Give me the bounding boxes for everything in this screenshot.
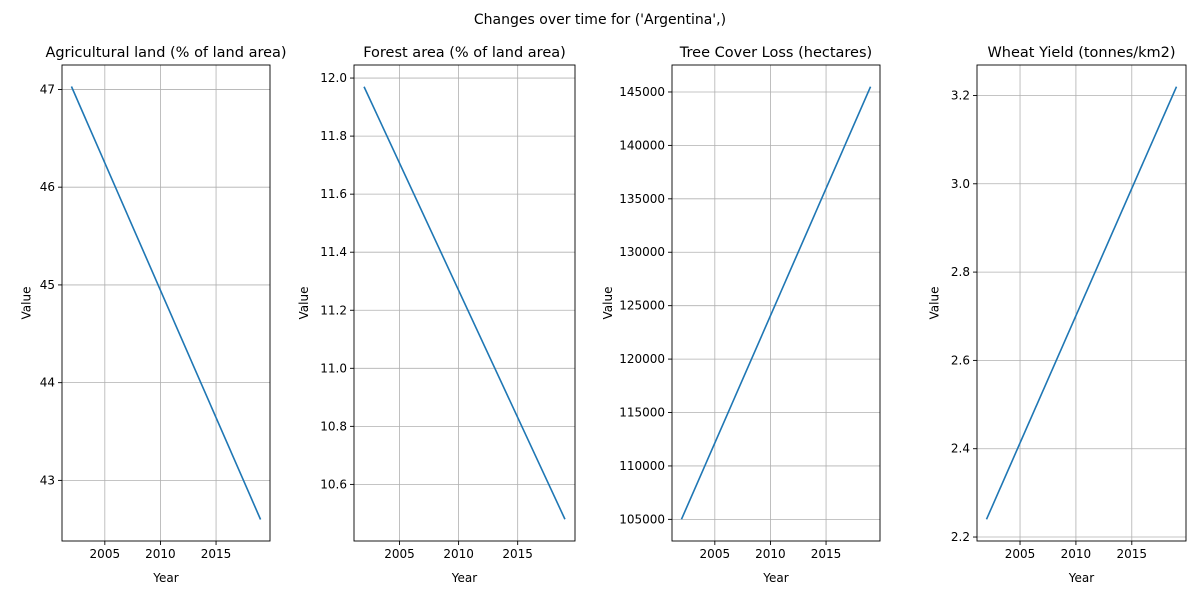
x-axis-label: Year — [762, 571, 788, 585]
x-tick-label: 2005 — [384, 547, 415, 561]
x-tick-label: 2010 — [755, 547, 786, 561]
y-tick-label: 45 — [40, 278, 55, 292]
y-tick-label: 2.4 — [951, 442, 970, 456]
y-tick-label: 110000 — [619, 459, 665, 473]
x-tick-label: 2005 — [700, 547, 731, 561]
subplot-3: 2005 2010 2015 105000 110000 115000 120000 1250… — [601, 45, 881, 585]
series-line — [985, 86, 1178, 520]
axes-frame — [671, 64, 881, 542]
y-tick-label: 10.6 — [320, 477, 347, 491]
x-tick-label: 2015 — [1117, 547, 1148, 561]
x-tick-label: 2010 — [1061, 547, 1092, 561]
y-tick-label: 44 — [40, 376, 55, 390]
y-tick-label: 140000 — [619, 138, 665, 152]
axes-frame — [61, 64, 271, 542]
figure-title: Changes over time for ('Argentina',) — [474, 12, 726, 28]
y-tick-label: 145000 — [619, 85, 665, 99]
chart-panels: 2005 2010 2015 43 44 45 46 47 Agricultural land … — [20, 45, 1187, 585]
x-tick-label: 2010 — [145, 547, 176, 561]
y-tick-label: 130000 — [619, 245, 665, 259]
y-tick-label: 2.8 — [951, 265, 970, 279]
x-tick-label: 2015 — [811, 547, 842, 561]
y-axis-label: Value — [927, 287, 941, 320]
axes-frame — [976, 64, 1187, 542]
x-axis-label: Year — [1068, 571, 1094, 585]
y-tick-label: 11.0 — [320, 361, 347, 375]
x-tick-label: 2005 — [90, 547, 121, 561]
axes-frame — [353, 64, 576, 542]
series-line — [70, 86, 262, 520]
y-tick-label: 47 — [40, 82, 55, 96]
y-tick-label: 135000 — [619, 192, 665, 206]
y-tick-label: 115000 — [619, 406, 665, 420]
y-tick-label: 120000 — [619, 352, 665, 366]
x-tick-label: 2015 — [502, 547, 533, 561]
subplot-2: 2005 2010 2015 10.6 10.8 11.0 11.2 11.4 11.6 11.8… — [297, 45, 576, 585]
x-axis-label: Year — [451, 571, 477, 585]
x-tick-label: 2010 — [443, 547, 474, 561]
series-line — [363, 86, 566, 520]
x-tick-label: 2015 — [201, 547, 232, 561]
y-tick-label: 11.2 — [320, 303, 347, 317]
y-axis-label: Value — [20, 287, 34, 320]
y-tick-label: 3.0 — [951, 177, 970, 191]
series-line — [680, 86, 872, 520]
subplot-title: Tree Cover Loss (hectares) — [679, 45, 872, 61]
y-axis-label: Value — [601, 287, 615, 320]
subplot-4: 2005 2010 2015 2.2 2.4 2.6 2.8 3.0 3.2 Wheat Yiel… — [927, 45, 1187, 585]
y-tick-label: 11.4 — [320, 245, 347, 259]
y-axis-label: Value — [297, 287, 311, 320]
y-tick-label: 2.2 — [951, 530, 970, 544]
y-tick-label: 105000 — [619, 512, 665, 526]
y-tick-label: 11.6 — [320, 187, 347, 201]
x-axis-label: Year — [152, 571, 178, 585]
y-tick-label: 43 — [40, 473, 55, 487]
y-tick-label: 12.0 — [320, 71, 347, 85]
subplot-title: Agricultural land (% of land area) — [45, 45, 286, 61]
y-tick-label: 2.6 — [951, 353, 970, 367]
subplot-title: Forest area (% of land area) — [363, 45, 566, 61]
y-tick-label: 46 — [40, 180, 55, 194]
y-tick-label: 3.2 — [951, 88, 970, 102]
subplot-title: Wheat Yield (tonnes/km2) — [987, 45, 1175, 61]
y-tick-label: 11.8 — [320, 129, 347, 143]
subplot-1: 2005 2010 2015 43 44 45 46 47 Agricultural land … — [20, 45, 287, 585]
y-tick-label: 125000 — [619, 299, 665, 313]
y-tick-label: 10.8 — [320, 419, 347, 433]
x-tick-label: 2005 — [1005, 547, 1036, 561]
